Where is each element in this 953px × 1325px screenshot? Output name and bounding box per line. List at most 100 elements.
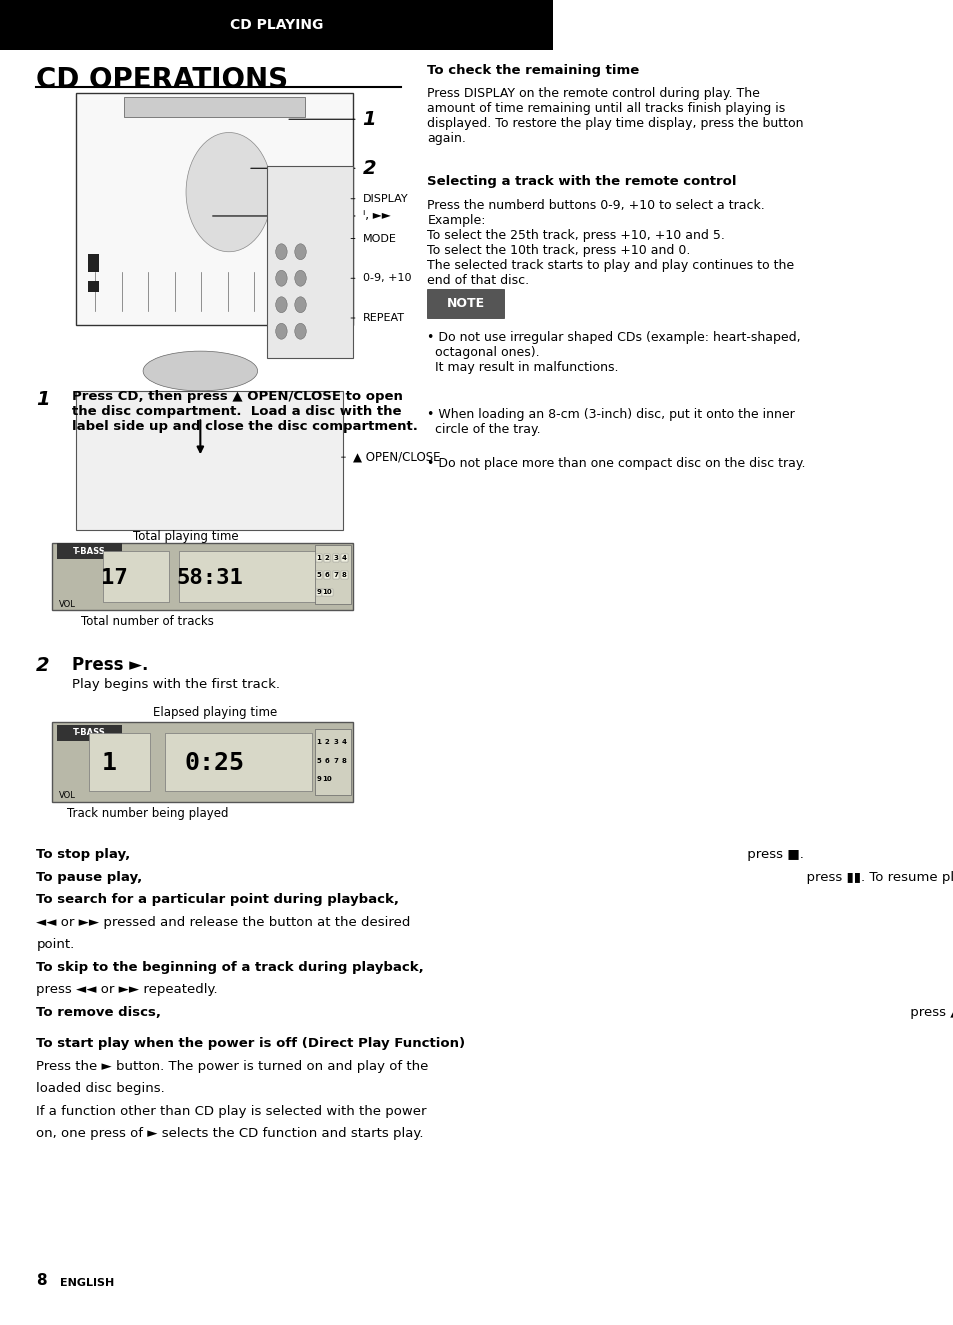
- Circle shape: [294, 244, 306, 260]
- Circle shape: [294, 270, 306, 286]
- Circle shape: [294, 297, 306, 313]
- Text: ENGLISH: ENGLISH: [60, 1277, 114, 1288]
- FancyBboxPatch shape: [124, 97, 305, 117]
- Text: point.: point.: [36, 938, 74, 951]
- Text: 2: 2: [325, 739, 329, 745]
- Text: Total number of tracks: Total number of tracks: [81, 615, 214, 628]
- Text: MODE: MODE: [362, 233, 396, 244]
- FancyBboxPatch shape: [267, 166, 353, 358]
- FancyBboxPatch shape: [103, 551, 169, 602]
- Text: 8: 8: [36, 1273, 47, 1288]
- FancyBboxPatch shape: [76, 391, 343, 530]
- FancyBboxPatch shape: [165, 733, 312, 791]
- Text: 1: 1: [315, 555, 321, 560]
- FancyBboxPatch shape: [57, 725, 122, 741]
- FancyBboxPatch shape: [179, 551, 316, 602]
- Text: ▲ OPEN/CLOSE: ▲ OPEN/CLOSE: [353, 451, 440, 464]
- Text: on, one press of ► selects the CD function and starts play.: on, one press of ► selects the CD functi…: [36, 1128, 423, 1141]
- FancyBboxPatch shape: [314, 545, 351, 604]
- Text: press ■.: press ■.: [742, 848, 803, 861]
- Bar: [88, 281, 99, 292]
- Text: • When loading an 8-cm (3-inch) disc, put it onto the inner
  circle of the tray: • When loading an 8-cm (3-inch) disc, pu…: [427, 408, 794, 436]
- Text: 1: 1: [362, 110, 375, 129]
- Text: 0-9, +10: 0-9, +10: [362, 273, 411, 284]
- Text: CD OPERATIONS: CD OPERATIONS: [36, 66, 288, 94]
- Circle shape: [186, 132, 272, 252]
- Text: 10: 10: [322, 776, 332, 782]
- FancyBboxPatch shape: [52, 543, 353, 610]
- Text: 6: 6: [325, 758, 329, 763]
- Text: CD PLAYING: CD PLAYING: [230, 19, 323, 32]
- Text: ᑊ, ►►: ᑊ, ►►: [362, 209, 390, 223]
- Text: 6: 6: [325, 572, 329, 578]
- Text: If a function other than CD play is selected with the power: If a function other than CD play is sele…: [36, 1105, 426, 1118]
- Text: 4: 4: [341, 555, 347, 560]
- Text: 8: 8: [341, 758, 347, 763]
- Text: 0:25: 0:25: [185, 751, 244, 775]
- Text: Press the numberd buttons 0-9, +10 to select a track.
Example:
To select the 25t: Press the numberd buttons 0-9, +10 to se…: [427, 199, 794, 286]
- Text: 5: 5: [316, 572, 320, 578]
- Text: REPEAT: REPEAT: [362, 313, 404, 323]
- Text: • Do not use irregular shaped CDs (example: heart-shaped,
  octagonal ones).
  I: • Do not use irregular shaped CDs (examp…: [427, 331, 801, 374]
- Text: DISPLAY: DISPLAY: [362, 193, 408, 204]
- Circle shape: [275, 270, 287, 286]
- Text: To search for a particular point during playback,: To search for a particular point during …: [36, 893, 399, 906]
- Circle shape: [294, 323, 306, 339]
- Text: 2: 2: [325, 555, 329, 560]
- Text: loaded disc begins.: loaded disc begins.: [36, 1083, 165, 1096]
- Text: Play begins with the first track.: Play begins with the first track.: [71, 678, 279, 692]
- Text: 7: 7: [333, 758, 338, 763]
- FancyBboxPatch shape: [89, 733, 150, 791]
- Text: 1: 1: [315, 739, 321, 745]
- Text: ◄◄ or ►► pressed and release the button at the desired: ◄◄ or ►► pressed and release the button …: [36, 916, 410, 929]
- Text: 9: 9: [315, 776, 321, 782]
- Text: To skip to the beginning of a track during playback,: To skip to the beginning of a track duri…: [36, 961, 423, 974]
- Text: press ◄◄ or ►► repeatedly.: press ◄◄ or ►► repeatedly.: [36, 983, 217, 996]
- Text: Press the ► button. The power is turned on and play of the: Press the ► button. The power is turned …: [36, 1060, 428, 1073]
- Text: Press CD, then press ▲ OPEN/CLOSE to open
the disc compartment.  Load a disc wit: Press CD, then press ▲ OPEN/CLOSE to ope…: [71, 390, 417, 432]
- Text: NOTE: NOTE: [446, 297, 484, 310]
- Text: To check the remaining time: To check the remaining time: [427, 64, 639, 77]
- Text: 2: 2: [36, 656, 50, 674]
- Text: 17: 17: [101, 567, 128, 588]
- Text: 58:31: 58:31: [176, 567, 243, 588]
- Text: press ▮▮. To resume play, press again.: press ▮▮. To resume play, press again.: [797, 871, 953, 884]
- Ellipse shape: [143, 351, 257, 391]
- Text: 1: 1: [36, 390, 50, 408]
- Bar: [0, 0, 553, 50]
- FancyBboxPatch shape: [314, 729, 351, 795]
- Text: 1: 1: [102, 751, 117, 775]
- FancyBboxPatch shape: [57, 543, 122, 559]
- Text: To pause play,: To pause play,: [36, 871, 142, 884]
- Text: Press DISPLAY on the remote control during play. The
amount of time remaining un: Press DISPLAY on the remote control duri…: [427, 87, 803, 146]
- Text: 10: 10: [322, 590, 332, 595]
- Text: Selecting a track with the remote control: Selecting a track with the remote contro…: [427, 175, 736, 188]
- Circle shape: [275, 297, 287, 313]
- Bar: [88, 254, 99, 265]
- Text: 7: 7: [333, 572, 338, 578]
- Text: 5: 5: [316, 758, 320, 763]
- Text: 2: 2: [362, 159, 375, 178]
- Bar: [88, 261, 99, 272]
- FancyBboxPatch shape: [427, 289, 503, 318]
- Text: T-BASS: T-BASS: [73, 729, 106, 737]
- FancyBboxPatch shape: [76, 93, 353, 325]
- Text: VOL: VOL: [59, 600, 76, 608]
- Text: 9: 9: [315, 590, 321, 595]
- Text: press ▲ OPEN/CLOSE.: press ▲ OPEN/CLOSE.: [905, 1006, 953, 1019]
- Text: Press ►.: Press ►.: [71, 656, 148, 674]
- Text: Elapsed playing time: Elapsed playing time: [152, 706, 276, 719]
- Text: To start play when the power is off (Direct Play Function): To start play when the power is off (Dir…: [36, 1037, 465, 1051]
- Circle shape: [275, 323, 287, 339]
- Text: Total playing time: Total playing time: [133, 530, 238, 543]
- Text: To remove discs,: To remove discs,: [36, 1006, 161, 1019]
- Text: To stop play,: To stop play,: [36, 848, 131, 861]
- FancyBboxPatch shape: [52, 722, 353, 802]
- Text: VOL: VOL: [59, 791, 76, 799]
- Text: Track number being played: Track number being played: [67, 807, 229, 820]
- Text: • Do not place more than one compact disc on the disc tray.: • Do not place more than one compact dis…: [427, 457, 805, 470]
- Text: T-BASS: T-BASS: [73, 547, 106, 555]
- Text: 3: 3: [333, 739, 338, 745]
- Circle shape: [275, 244, 287, 260]
- Text: 4: 4: [341, 739, 347, 745]
